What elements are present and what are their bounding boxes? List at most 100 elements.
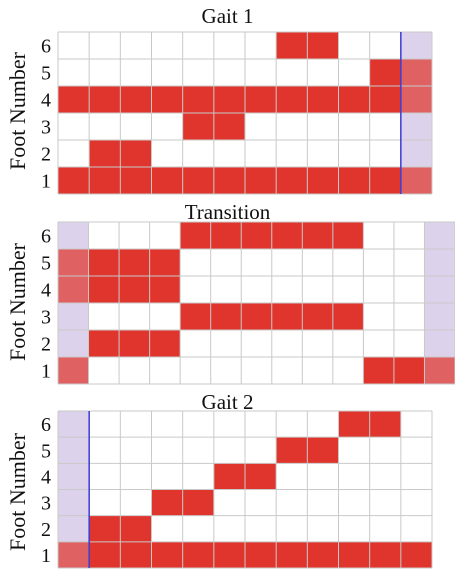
transition-foot6-step9-cell	[302, 222, 333, 249]
gait2-foot2-step3-cell	[120, 515, 152, 542]
gait2-foot5-step9-cell	[307, 437, 339, 464]
gait2-foot2-step2-cell	[89, 515, 121, 542]
transition-foot3-step6-cell	[210, 303, 242, 330]
gait2-title: Gait 2	[201, 390, 254, 414]
gait1-foot1-step3-cell	[120, 167, 152, 194]
gait2-foot1-step6-cell	[213, 541, 245, 568]
gait1-foot4-step7-cell	[245, 86, 277, 113]
gait2-chart: 1 2 3 4 5 6	[41, 410, 433, 569]
gait1-foot1-step10-cell	[338, 167, 370, 194]
gait1-foot4-step11-cell	[369, 86, 401, 113]
transition-foot3-step9-cell	[302, 303, 333, 330]
gait1-foot4-step6-cell	[213, 86, 245, 113]
gait2-ytick-4: 4	[41, 466, 51, 488]
gait1-foot4-step3-cell	[120, 86, 152, 113]
gait1-foot4-step5-cell	[182, 86, 214, 113]
gait1-foot1-step5-cell	[182, 167, 214, 194]
transition-foot1-step1-cell	[58, 357, 89, 384]
gait2-foot1-step11-cell	[369, 541, 401, 568]
transition-foot1-step11-cell	[363, 357, 394, 384]
transition-title: Transition	[184, 200, 271, 224]
gait1-foot1-step11-cell	[369, 167, 401, 194]
gait1-foot4-step2-cell	[89, 86, 121, 113]
gait1-foot5-step12-cell	[400, 59, 432, 86]
gait2-foot1-step4-cell	[151, 541, 183, 568]
gait1-foot4-step12-cell	[400, 86, 432, 113]
gait1-foot1-step8-cell	[276, 167, 308, 194]
transition-ytick-5: 5	[41, 253, 51, 275]
gait1-foot6-step9-cell	[307, 32, 339, 59]
transition-foot3-step5-cell	[180, 303, 211, 330]
gait2-foot1-step5-cell	[182, 541, 214, 568]
gait1-foot4-step8-cell	[276, 86, 308, 113]
transition-foot2-step3-cell	[119, 330, 150, 357]
gait1-foot2-step3-cell	[120, 140, 152, 167]
transition-foot4-step1-cell	[58, 276, 89, 303]
gait1-title: Gait 1	[201, 4, 254, 28]
gait1-foot1-step9-cell	[307, 167, 339, 194]
gait2-foot3-step5-cell	[182, 489, 214, 516]
transition-foot6-step8-cell	[271, 222, 303, 249]
gait1-ytick-4: 4	[41, 90, 51, 112]
transition-foot1-step13-cell	[424, 357, 455, 384]
gait2-foot1-step3-cell	[120, 541, 152, 568]
gait1-foot1-step4-cell	[151, 167, 183, 194]
gait1-ytick-2: 2	[41, 144, 51, 166]
gait1-ytick-3: 3	[41, 117, 51, 139]
transition-foot5-step2-cell	[88, 249, 120, 276]
gait1-foot3-step6-cell	[213, 113, 245, 140]
transition-foot2-step2-cell	[88, 330, 120, 357]
transition-foot3-step10-cell	[332, 303, 364, 330]
gait1-ytick-5: 5	[41, 63, 51, 85]
gait2-foot6-step10-cell	[338, 411, 370, 438]
transition-foot3-step7-cell	[241, 303, 272, 330]
gait2-ytick-5: 5	[41, 440, 51, 462]
gait2-foot4-step7-cell	[245, 463, 277, 490]
transition-foot4-step2-cell	[88, 276, 120, 303]
gait2-foot3-step4-cell	[151, 489, 183, 516]
transition-ytick-3: 3	[41, 307, 51, 329]
gait2-foot5-step8-cell	[276, 437, 308, 464]
gait1-foot4-step1-cell	[58, 86, 90, 113]
transition-chart: 1 2 3 4 5 6	[41, 221, 455, 385]
gait1-foot4-step10-cell	[338, 86, 370, 113]
transition-foot6-step10-cell	[332, 222, 364, 249]
gait1-foot1-step2-cell	[89, 167, 121, 194]
gait1-foot5-step11-cell	[369, 59, 401, 86]
gait2-ytick-2: 2	[41, 519, 51, 541]
gait1-foot1-step1-cell	[58, 167, 90, 194]
transition-foot4-step4-cell	[149, 276, 181, 303]
gait2-ytick-3: 3	[41, 493, 51, 515]
gait1-foot1-step12-cell	[400, 167, 432, 194]
gait2-foot1-step9-cell	[307, 541, 339, 568]
gait2-foot1-step8-cell	[276, 541, 308, 568]
transition-foot2-step4-cell	[149, 330, 181, 357]
gait2-ytick-1: 1	[41, 545, 51, 567]
gait1-foot4-step4-cell	[151, 86, 183, 113]
gait2-foot1-step7-cell	[245, 541, 277, 568]
transition-ytick-4: 4	[41, 280, 51, 302]
transition-foot5-step1-cell	[58, 249, 89, 276]
gait2-foot1-step10-cell	[338, 541, 370, 568]
gait2-foot1-step12-cell	[400, 541, 432, 568]
transition-ytick-2: 2	[41, 334, 51, 356]
transition-foot6-step6-cell	[210, 222, 242, 249]
gait2-foot1-step2-cell	[89, 541, 121, 568]
gait1-foot4-step9-cell	[307, 86, 339, 113]
transition-foot6-step5-cell	[180, 222, 211, 249]
gait2-ytick-6: 6	[41, 414, 51, 436]
transition-foot6-step7-cell	[241, 222, 272, 249]
gait1-chart: 1 2 3 4 5 6	[41, 31, 433, 195]
gait1-foot3-step5-cell	[182, 113, 214, 140]
transition-foot4-step3-cell	[119, 276, 150, 303]
gait2-foot4-step6-cell	[213, 463, 245, 490]
transition-ytick-6: 6	[41, 226, 51, 248]
gait1-ytick-1: 1	[41, 171, 51, 193]
transition-foot5-step3-cell	[119, 249, 150, 276]
gait1-foot2-step2-cell	[89, 140, 121, 167]
gait2-foot1-step1-cell	[58, 541, 90, 568]
gait1-ytick-6: 6	[41, 36, 51, 58]
gait1-foot6-step8-cell	[276, 32, 308, 59]
